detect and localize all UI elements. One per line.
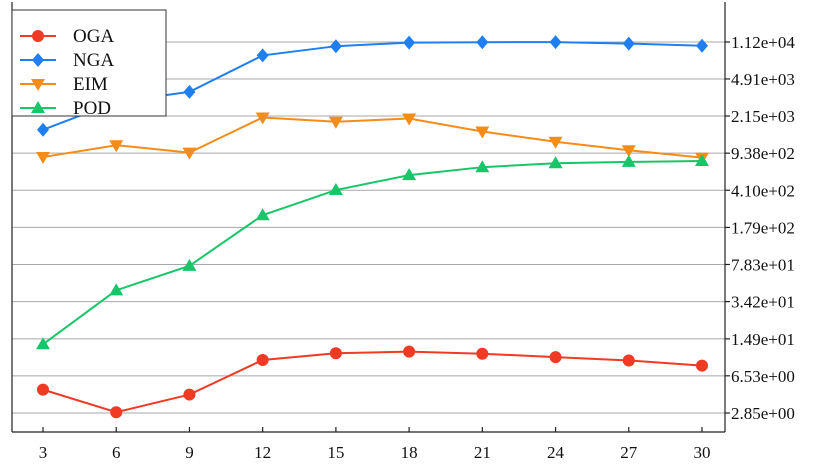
legend-marker xyxy=(32,30,44,42)
data-point xyxy=(696,38,708,53)
y-tick-label: 2.15e+03 xyxy=(731,107,795,126)
y-tick-label: 2.85e+00 xyxy=(731,404,795,423)
series-layer xyxy=(36,35,709,419)
legend-label: OGA xyxy=(73,26,114,47)
data-point xyxy=(255,208,270,221)
data-point xyxy=(476,347,489,360)
y-tick-label: 3.42e+01 xyxy=(731,293,795,312)
axes xyxy=(11,2,730,433)
data-point xyxy=(548,136,563,149)
legend-item-nga: NGA xyxy=(20,50,114,71)
data-point xyxy=(182,147,197,160)
series-line xyxy=(42,116,703,159)
x-tick-label: 30 xyxy=(694,443,711,462)
y-tick-label: 1.49e+01 xyxy=(731,330,795,349)
series-oga xyxy=(37,345,708,419)
data-point xyxy=(696,359,708,372)
y-tick-label: 1.12e+04 xyxy=(731,33,795,52)
data-point xyxy=(402,113,417,126)
data-point xyxy=(329,347,342,360)
x-tick-label: 6 xyxy=(112,443,121,462)
data-point xyxy=(622,36,635,51)
data-point xyxy=(549,351,562,364)
legend: OGA NGA EIM POD xyxy=(11,9,167,119)
series-line xyxy=(42,350,703,414)
data-point xyxy=(183,84,196,99)
legend-marker xyxy=(31,79,45,91)
x-tick-label: 9 xyxy=(185,443,194,462)
y-tick-label: 9.38e+02 xyxy=(731,144,795,163)
data-point xyxy=(256,353,269,366)
x-tick-label: 18 xyxy=(401,443,418,462)
y-tick-label: 4.91e+03 xyxy=(731,70,795,89)
y-tick-label: 4.10e+02 xyxy=(731,181,795,200)
data-point xyxy=(109,283,124,296)
data-point xyxy=(255,112,270,125)
data-point xyxy=(475,126,490,139)
data-point xyxy=(37,383,49,396)
data-point xyxy=(256,48,269,63)
x-tick-label: 12 xyxy=(254,443,271,462)
y-tick-label: 1.79e+02 xyxy=(731,218,795,237)
series-line xyxy=(42,159,703,346)
series-eim xyxy=(36,112,709,165)
data-point xyxy=(621,145,636,158)
data-point xyxy=(110,406,123,419)
data-point xyxy=(549,35,562,50)
data-point xyxy=(475,160,490,173)
legend-item-pod: POD xyxy=(20,98,111,119)
data-point xyxy=(328,183,343,196)
data-point xyxy=(36,152,50,165)
tick-labels: 2.85e+00 6.53e+00 1.49e+01 3.42e+01 7.83e+01… xyxy=(39,33,796,462)
legend-label: EIM xyxy=(73,74,108,95)
legend-label: POD xyxy=(73,98,111,119)
series-pod xyxy=(36,153,709,350)
x-tick-label: 24 xyxy=(547,443,565,462)
data-point xyxy=(36,337,50,350)
legend-label: NGA xyxy=(73,50,114,71)
legend-marker xyxy=(31,101,45,113)
x-tick-label: 27 xyxy=(620,443,638,462)
legend-marker xyxy=(32,53,44,67)
data-point xyxy=(476,35,489,50)
data-point xyxy=(403,345,416,358)
data-point xyxy=(183,388,196,401)
data-point xyxy=(328,116,343,129)
x-tick-label: 21 xyxy=(474,443,491,462)
data-point xyxy=(329,39,342,54)
data-point xyxy=(621,154,636,167)
legend-item-oga: OGA xyxy=(20,26,114,47)
y-tick-label: 6.53e+00 xyxy=(731,367,795,386)
data-point xyxy=(622,354,635,367)
data-point xyxy=(37,122,49,137)
legend-item-eim: EIM xyxy=(20,74,108,95)
data-point xyxy=(402,168,417,181)
data-point xyxy=(182,258,197,271)
x-tick-label: 15 xyxy=(327,443,344,462)
data-point xyxy=(109,140,124,153)
x-tick-label: 3 xyxy=(39,443,48,462)
y-tick-label: 7.83e+01 xyxy=(731,255,795,274)
data-point xyxy=(548,156,563,169)
data-point xyxy=(695,153,709,166)
data-point xyxy=(403,35,416,50)
